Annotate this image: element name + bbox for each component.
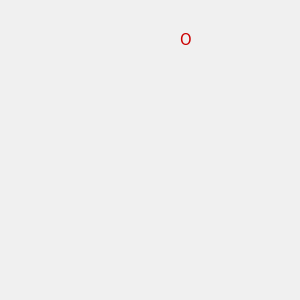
Text: O: O (179, 33, 190, 48)
